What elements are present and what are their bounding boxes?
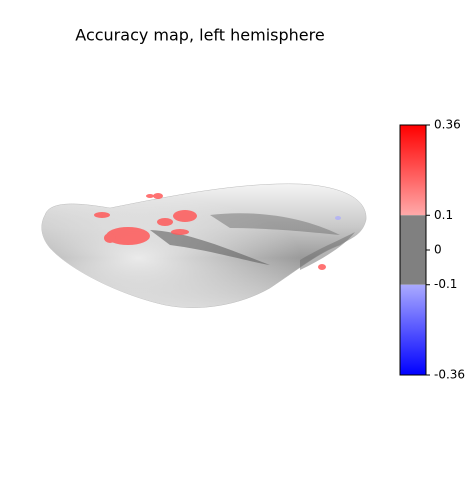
colorbar: -0.36 -0.1 0 0.1 0.36	[399, 118, 465, 382]
colorbar-tick-label: -0.36	[434, 368, 465, 382]
colorbar-tick-label: 0	[434, 243, 442, 257]
brain-surface	[41, 183, 367, 308]
chart-title: Accuracy map, left hemisphere	[75, 26, 324, 45]
colorbar-tick-label: -0.1	[434, 277, 457, 291]
colorbar-negative	[400, 284, 426, 375]
colorbar-tick-label: 0.1	[434, 208, 453, 222]
colorbar-positive	[400, 125, 426, 216]
colorbar-tick-label: 0.36	[434, 118, 461, 132]
colorbar-threshold	[400, 215, 426, 285]
